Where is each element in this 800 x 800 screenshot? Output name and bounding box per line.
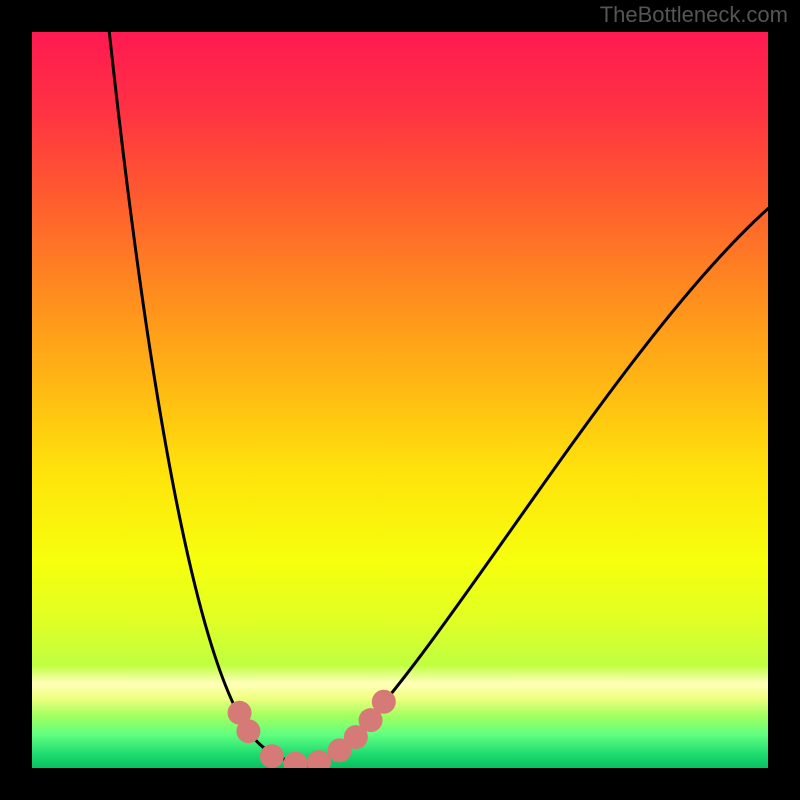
curve-marker bbox=[260, 744, 284, 768]
border-left bbox=[0, 0, 32, 800]
border-right bbox=[768, 0, 800, 800]
curve-marker bbox=[236, 719, 260, 743]
bottleneck-chart bbox=[0, 0, 800, 800]
border-bottom bbox=[0, 768, 800, 800]
chart-container: TheBottleneck.com bbox=[0, 0, 800, 800]
curve-marker bbox=[372, 690, 396, 714]
plot-background bbox=[32, 32, 768, 768]
watermark-text: TheBottleneck.com bbox=[600, 2, 788, 28]
